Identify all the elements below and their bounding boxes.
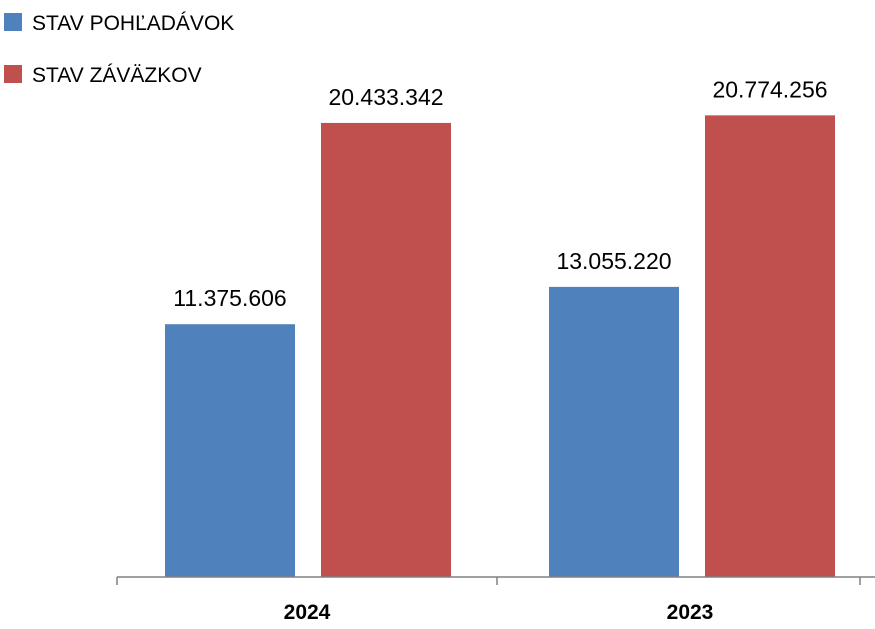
bar-2024-1 — [321, 122, 451, 578]
bar-2023-0 — [549, 286, 679, 577]
bar-2024-0 — [165, 324, 295, 577]
category-label-2024: 2024 — [284, 601, 331, 624]
data-label-2023-0: 13.055.220 — [556, 248, 671, 274]
legend-swatch-0 — [4, 13, 22, 31]
legend-label-1: STAV ZÁVÄZKOV — [32, 64, 202, 87]
data-label-2024-1: 20.433.342 — [328, 84, 443, 110]
category-label-2023: 2023 — [667, 601, 714, 624]
legend-label-0: STAV POHĽADÁVOK — [32, 12, 234, 35]
data-label-2023-1: 20.774.256 — [712, 76, 827, 102]
bar-2023-1 — [705, 115, 835, 578]
legend-swatch-1 — [4, 65, 22, 83]
data-label-2024-0: 11.375.606 — [173, 285, 286, 311]
